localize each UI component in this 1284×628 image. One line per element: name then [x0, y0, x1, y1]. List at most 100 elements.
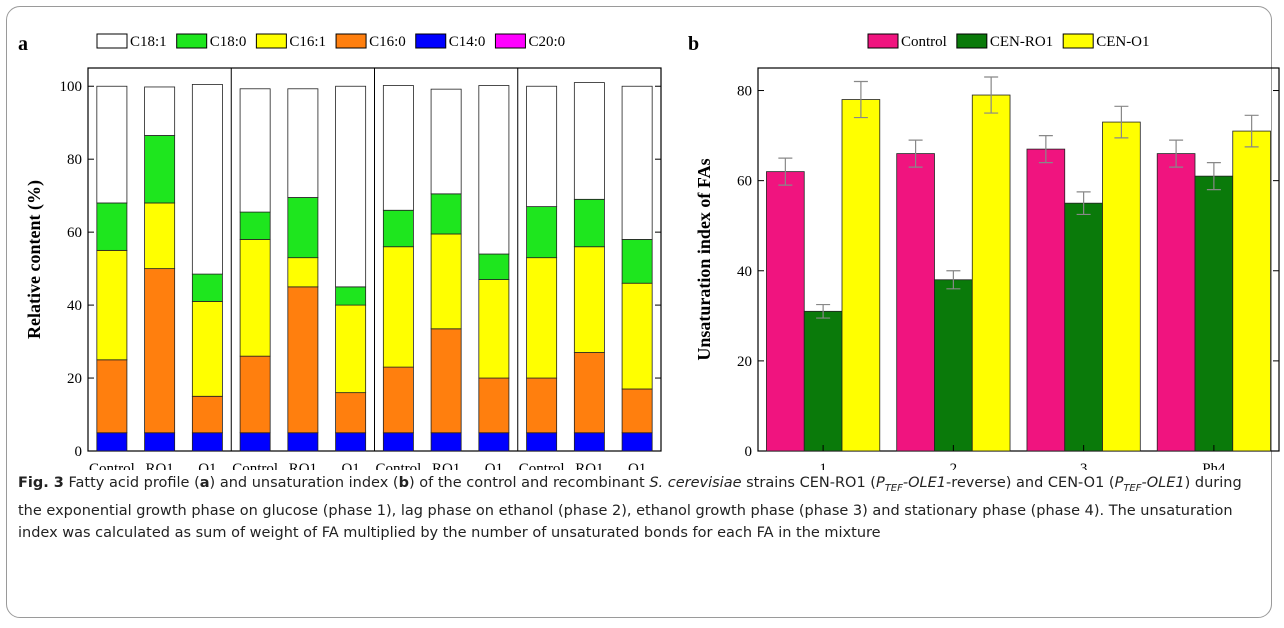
y-tick-label: 20 — [737, 354, 752, 370]
error-bar — [1206, 162, 1221, 191]
error-bar — [946, 270, 961, 290]
bar-segment — [382, 366, 414, 434]
bar-segment — [191, 432, 223, 452]
bar-segment — [144, 268, 176, 434]
x-tick-label: 2 — [950, 461, 958, 470]
caption-part: Fatty acid profile ( — [63, 475, 200, 491]
caption-part: S. cerevisiae — [649, 475, 742, 491]
legend-label: CEN-O1 — [1096, 34, 1149, 50]
legend-label: C18:0 — [210, 34, 247, 50]
legend-label: C14:0 — [449, 34, 486, 50]
bar — [1232, 130, 1271, 452]
legend-swatch — [956, 33, 988, 49]
y-axis-title: Unsaturation index of FAs — [694, 158, 714, 360]
legend-label: Control — [901, 34, 947, 50]
panel-label: b — [688, 33, 699, 55]
bar-segment — [621, 239, 653, 284]
bar-segment — [382, 246, 414, 368]
y-tick-label: 60 — [67, 225, 82, 241]
bar-segment — [287, 197, 319, 259]
bar-segment — [96, 85, 128, 204]
bar-segment — [287, 257, 319, 288]
bar-segment — [144, 86, 176, 136]
bar-segment — [287, 88, 319, 198]
y-tick-label: 0 — [75, 444, 83, 460]
error-bar — [1169, 139, 1184, 168]
bar-segment — [573, 198, 605, 248]
bar-segment — [526, 257, 558, 379]
x-tick-label: Ph4 — [1202, 461, 1226, 470]
bar-segment — [573, 82, 605, 200]
caption-part: TEF — [884, 482, 903, 494]
bar-segment — [144, 432, 176, 452]
bar — [803, 310, 843, 452]
error-bar — [778, 157, 793, 186]
bar-segment — [191, 273, 223, 302]
caption-part: -OLE1 — [1141, 475, 1185, 491]
y-tick-label: 0 — [745, 444, 753, 460]
y-tick-label: 80 — [67, 152, 82, 168]
caption-part: TEF — [1123, 482, 1142, 494]
error-bar — [908, 139, 923, 168]
error-bar — [1114, 105, 1129, 139]
bar-segment — [239, 355, 271, 434]
bar-segment — [621, 85, 653, 240]
bar-segment — [478, 377, 510, 434]
bar-segment — [478, 85, 510, 255]
bar — [971, 94, 1011, 452]
caption-part: P — [1114, 475, 1124, 491]
bar-segment — [239, 88, 271, 213]
bar — [766, 171, 805, 452]
bar — [841, 99, 881, 452]
x-tick-label: RO1 — [145, 461, 173, 470]
bar-segment — [239, 239, 271, 357]
panel-label: a — [18, 33, 28, 55]
bar-segment — [335, 432, 367, 452]
bar-segment — [478, 279, 510, 379]
bar — [1194, 175, 1234, 452]
legend-swatch — [867, 33, 899, 49]
legend-swatch — [335, 33, 367, 49]
x-tick-label: O1 — [341, 461, 359, 470]
x-tick-label: RO1 — [289, 461, 317, 470]
legend-swatch — [96, 33, 128, 49]
x-tick-label: O1 — [628, 461, 646, 470]
figure-border — [6, 6, 1272, 618]
legend-swatch — [494, 33, 526, 49]
y-tick-label: 60 — [737, 174, 752, 190]
bar-segment — [335, 85, 367, 288]
plot-frame — [757, 67, 1280, 452]
legend-swatch — [255, 33, 287, 49]
bar-segment — [239, 211, 271, 240]
y-tick-label: 40 — [67, 298, 82, 314]
legend-label: C16:1 — [289, 34, 326, 50]
x-tick-label: RO1 — [575, 461, 603, 470]
bar-segment — [96, 202, 128, 251]
x-tick-label: Control — [375, 461, 421, 470]
bar-segment — [573, 432, 605, 452]
bar-segment — [430, 328, 462, 434]
y-axis-title: Relative content (%) — [24, 180, 45, 339]
bar-segment — [430, 233, 462, 330]
caption-part: a — [199, 475, 210, 491]
bar-segment — [335, 304, 367, 394]
caption-part: -OLE1 — [902, 475, 947, 491]
x-tick-label: RO1 — [432, 461, 460, 470]
bar-segment — [96, 249, 128, 361]
y-tick-label: 40 — [737, 264, 752, 280]
error-bar — [1244, 114, 1259, 148]
bar-segment — [287, 432, 319, 452]
bar-segment — [430, 193, 462, 235]
bar-segment — [430, 432, 462, 452]
bar — [896, 153, 935, 452]
bar-segment — [430, 88, 462, 195]
error-bar — [853, 80, 868, 119]
bar-segment — [144, 202, 176, 270]
error-bar — [816, 303, 831, 319]
bar-segment — [526, 377, 558, 434]
x-tick-label: O1 — [198, 461, 216, 470]
x-tick-label: 3 — [1080, 461, 1088, 470]
legend-swatch — [176, 33, 208, 49]
x-tick-label: 1 — [819, 461, 827, 470]
